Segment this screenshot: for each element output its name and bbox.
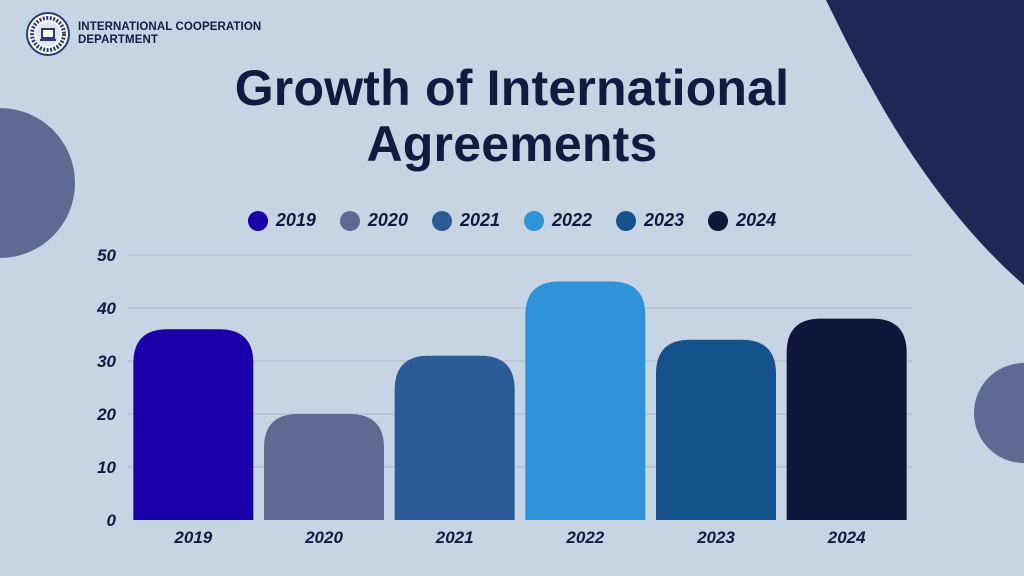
legend-item: 2020: [339, 210, 408, 231]
bar: [394, 355, 515, 520]
legend-item: 2019: [247, 210, 316, 231]
x-tick-label: 2022: [565, 528, 604, 547]
legend-label: 2019: [275, 210, 316, 230]
top-right-swoosh: [826, 0, 1024, 285]
chart-legend: 2019 2020 2021 2022 2023 2024: [0, 210, 1024, 231]
org-name: INTERNATIONAL COOPERATION DEPARTMENT: [78, 21, 268, 47]
x-tick-label: 2021: [435, 528, 474, 547]
legend-swatch: [339, 210, 360, 231]
university-seal-icon: [26, 12, 70, 56]
bar: [786, 318, 907, 520]
legend-item: 2022: [524, 210, 592, 231]
chart-title-line2: Agreements: [366, 116, 658, 172]
left-circle: [0, 108, 75, 258]
legend-label: 2024: [736, 210, 777, 230]
legend-swatch: [708, 210, 729, 231]
legend-item: 2024: [708, 210, 776, 231]
bar: [656, 339, 776, 520]
legend-swatch: [616, 210, 637, 231]
x-tick-label: 2023: [696, 528, 735, 547]
chart-title: Growth of International Agreements: [0, 60, 1024, 172]
y-tick-label: 30: [97, 352, 116, 371]
y-tick-label: 0: [107, 511, 117, 530]
right-circle: [974, 363, 1024, 463]
legend-label: 2020: [367, 210, 408, 230]
x-tick-label: 2019: [173, 528, 212, 547]
y-tick-label: 50: [97, 246, 116, 265]
x-tick-label: 2024: [827, 528, 866, 547]
legend-swatch: [431, 210, 452, 231]
y-tick-label: 10: [97, 458, 116, 477]
legend-label: 2022: [552, 210, 593, 230]
legend-item: 2023: [616, 210, 684, 231]
org-name-line1: INTERNATIONAL COOPERATION: [78, 21, 262, 33]
legend-label: 2021: [459, 210, 500, 230]
y-tick-label: 20: [96, 405, 116, 424]
legend-swatch: [247, 210, 268, 231]
bar: [133, 329, 254, 520]
legend-swatch: [524, 210, 544, 231]
y-tick-label: 40: [96, 299, 116, 318]
org-branding: INTERNATIONAL COOPERATION DEPARTMENT: [26, 12, 268, 56]
legend-item: 2021: [431, 210, 500, 231]
bar: [525, 281, 646, 520]
chart-title-line1: Growth of International: [234, 60, 790, 116]
legend-label: 2023: [644, 210, 685, 230]
org-name-line2: DEPARTMENT: [78, 34, 159, 46]
x-tick-label: 2020: [304, 528, 343, 547]
bar: [264, 414, 384, 520]
